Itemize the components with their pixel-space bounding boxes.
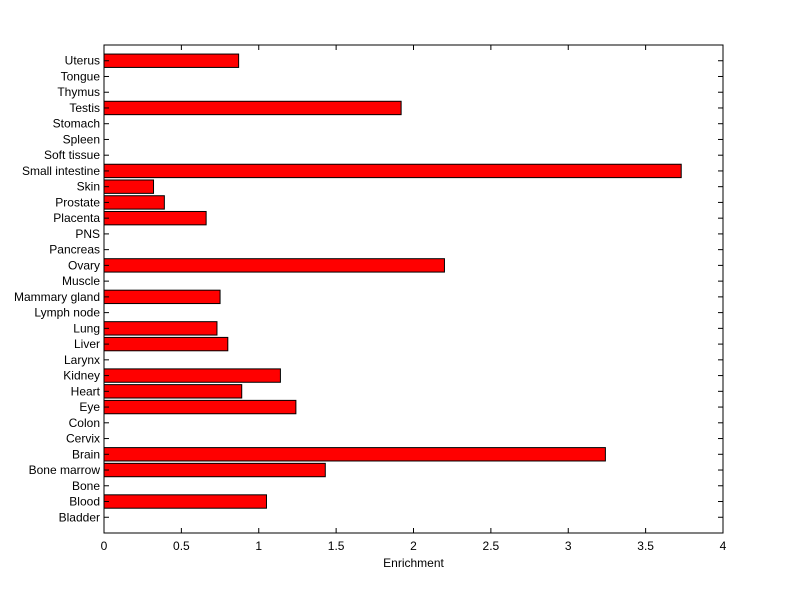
bar-placenta xyxy=(103,210,207,226)
y-tick-label-thymus: Thymus xyxy=(57,85,100,99)
y-tick-label-bone: Bone xyxy=(72,479,100,493)
x-axis-label: Enrichment xyxy=(383,556,444,570)
y-tick-label-bladder: Bladder xyxy=(59,510,100,524)
y-tick-label-liver: Liver xyxy=(74,337,100,351)
y-tick-label-muscle: Muscle xyxy=(62,274,100,288)
y-tick-label-testis: Testis xyxy=(69,101,100,115)
y-tick-label-ovary: Ovary xyxy=(68,258,100,272)
x-tick-label-0-5: 0.5 xyxy=(173,539,190,553)
bar-mammary-gland xyxy=(103,289,221,305)
y-tick-label-soft-tissue: Soft tissue xyxy=(44,148,100,162)
y-tick-label-kidney: Kidney xyxy=(63,369,100,383)
bar-uterus xyxy=(103,53,240,68)
y-tick-label-stomach: Stomach xyxy=(53,117,100,131)
x-tick-label-2: 2 xyxy=(410,539,417,553)
bar-brain xyxy=(103,447,606,462)
plot-frame xyxy=(103,44,724,534)
y-tick-label-bone-marrow: Bone marrow xyxy=(29,463,101,477)
bar-small-intestine xyxy=(103,163,682,179)
bar-lung xyxy=(103,321,218,336)
bar-skin xyxy=(103,179,155,194)
bar-eye xyxy=(103,399,297,415)
bar-liver xyxy=(103,336,229,352)
y-tick-label-placenta: Placenta xyxy=(53,211,100,225)
bar-ovary xyxy=(103,258,445,273)
y-tick-label-heart: Heart xyxy=(71,384,101,398)
bar-heart xyxy=(103,384,243,399)
y-tick-label-blood: Blood xyxy=(69,495,100,509)
y-tick-label-prostate: Prostate xyxy=(55,195,100,209)
y-tick-label-eye: Eye xyxy=(79,400,100,414)
x-tick-label-0: 0 xyxy=(101,539,108,553)
y-tick-label-cervix: Cervix xyxy=(66,432,100,446)
y-tick-label-pns: PNS xyxy=(75,227,100,241)
y-tick-label-larynx: Larynx xyxy=(64,353,100,367)
x-tick-label-1-5: 1.5 xyxy=(328,539,345,553)
y-tick-label-lymph-node: Lymph node xyxy=(34,306,100,320)
y-tick-label-spleen: Spleen xyxy=(63,132,100,146)
y-tick-label-pancreas: Pancreas xyxy=(49,243,100,257)
y-tick-label-uterus: Uterus xyxy=(65,54,100,68)
x-tick-label-1: 1 xyxy=(255,539,262,553)
x-tick-label-2-5: 2.5 xyxy=(483,539,500,553)
y-tick-label-colon: Colon xyxy=(69,416,100,430)
y-tick-label-brain: Brain xyxy=(72,447,100,461)
bar-prostate xyxy=(103,195,165,210)
y-tick-label-tongue: Tongue xyxy=(61,69,101,83)
x-tick-label-3: 3 xyxy=(565,539,572,553)
bar-kidney xyxy=(103,368,281,383)
bar-testis xyxy=(103,100,402,116)
y-tick-label-small-intestine: Small intestine xyxy=(22,164,100,178)
x-ticks: 0 0.5 1 1.5 2 2.5 3 3.5 4 xyxy=(101,45,727,553)
x-tick-label-3-5: 3.5 xyxy=(637,539,654,553)
y-tick-label-skin: Skin xyxy=(77,180,100,194)
bar-bone-marrow xyxy=(103,462,326,478)
bar-blood xyxy=(103,494,267,509)
y-tick-label-lung: Lung xyxy=(73,321,100,335)
y-tick-label-mammary-gland: Mammary gland xyxy=(14,290,100,304)
x-tick-label-4: 4 xyxy=(720,539,727,553)
